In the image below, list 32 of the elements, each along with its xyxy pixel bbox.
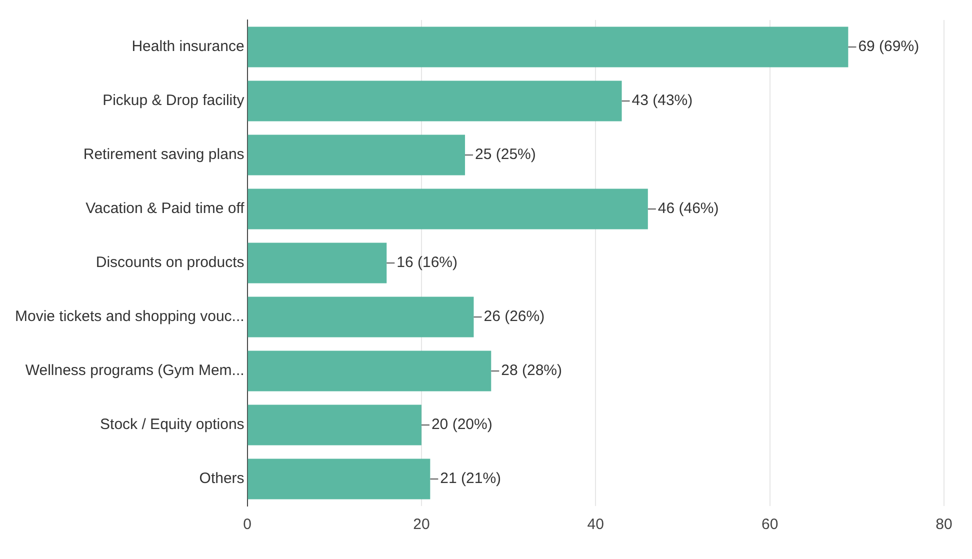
data-label: 46 (46%) <box>658 200 719 218</box>
bar <box>248 404 422 446</box>
bar <box>248 242 387 284</box>
y-tick-label: Pickup & Drop facility <box>102 92 245 110</box>
y-tick-label: Stock / Equity options <box>100 416 244 434</box>
y-tick-label: Health insurance <box>132 38 244 56</box>
y-tick-label: Vacation & Paid time off <box>86 200 246 218</box>
data-label: 26 (26%) <box>484 308 545 326</box>
x-tick-label: 20 <box>413 516 430 534</box>
data-label: 21 (21%) <box>440 470 502 488</box>
data-label: 20 (20%) <box>431 416 492 434</box>
data-label: 16 (16%) <box>396 254 458 272</box>
x-tick-label: 0 <box>243 516 252 534</box>
data-label: 69 (69%) <box>858 38 920 56</box>
x-tick-label: 80 <box>936 516 952 534</box>
y-tick-label: Wellness programs (Gym Mem... <box>25 362 244 380</box>
x-tick-label: 60 <box>761 516 778 534</box>
bar <box>248 80 622 122</box>
data-label: 28 (28%) <box>501 362 562 380</box>
y-tick-label: Discounts on products <box>96 254 244 272</box>
bar <box>248 134 466 176</box>
y-tick-label: Retirement saving plans <box>83 146 244 164</box>
bar <box>248 350 492 392</box>
bar <box>248 458 430 500</box>
bar <box>248 26 848 68</box>
bar <box>248 188 648 230</box>
y-tick-label: Others <box>199 470 244 488</box>
bar <box>248 296 474 338</box>
data-label: 43 (43%) <box>632 92 693 110</box>
x-tick-label: 40 <box>587 516 604 534</box>
y-tick-label: Movie tickets and shopping vouc... <box>14 308 244 326</box>
data-label: 25 (25%) <box>475 146 536 164</box>
